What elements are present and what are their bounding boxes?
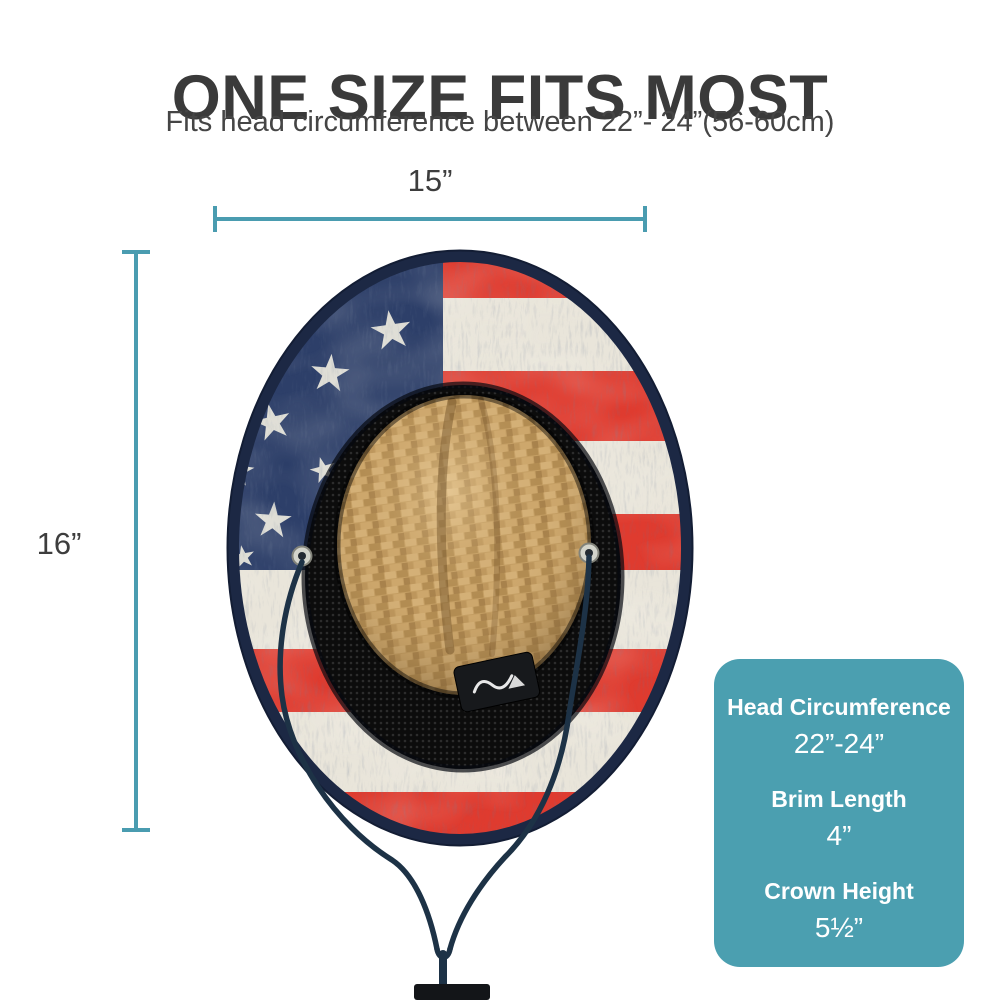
width-dimension-label: 15”	[407, 163, 453, 198]
width-dimension-bar	[213, 217, 647, 221]
chin-cord-right	[447, 554, 592, 952]
spec-card: Head Circumference 22”-24” Brim Length 4…	[714, 659, 964, 967]
spec-item-head-circumference: Head Circumference 22”-24”	[714, 692, 964, 761]
spec-item-value: 22”-24”	[793, 728, 885, 759]
brim-binding-edge	[227, 250, 693, 846]
height-dimension-label: 16”	[36, 526, 82, 561]
page-title: ONE SIZE FITS MOST	[171, 63, 829, 134]
chin-cord	[277, 554, 592, 991]
page-subtitle: Fits head circumference between 22”- 24”…	[165, 106, 835, 138]
width-dimension-line	[213, 206, 647, 232]
spec-item-label: Crown Height	[764, 878, 914, 904]
spec-item-value: 5½”	[814, 912, 864, 943]
brand-tag	[453, 651, 541, 713]
straw-crown	[333, 391, 595, 699]
spec-item-crown-height: Crown Height 5½”	[714, 876, 964, 945]
crown-crease	[436, 397, 457, 655]
spec-item-label: Brim Length	[771, 786, 907, 812]
cord-toggle	[414, 984, 490, 1000]
brim-outline	[226, 249, 694, 847]
spec-item-brim-length: Brim Length 4”	[714, 784, 964, 853]
spec-item-value: 4”	[826, 820, 852, 851]
spec-item-label: Head Circumference	[727, 694, 951, 720]
chin-cord-left	[277, 559, 440, 952]
height-dimension-line	[122, 250, 150, 832]
height-dimension-bar	[134, 250, 138, 832]
crown-mesh-edge	[301, 381, 625, 773]
width-dimension-end-cap-right	[643, 206, 647, 232]
crown-crease	[478, 397, 501, 657]
height-dimension-end-cap-bottom	[122, 828, 150, 832]
